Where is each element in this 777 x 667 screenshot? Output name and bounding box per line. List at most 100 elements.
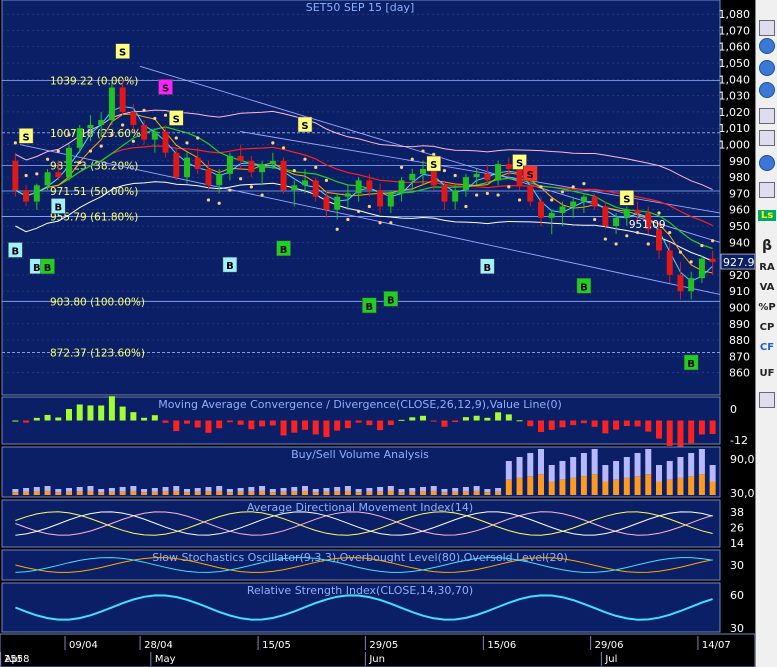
date-label: 28/04 xyxy=(144,640,173,651)
search-icon[interactable] xyxy=(759,155,775,171)
sar-dot xyxy=(678,250,683,254)
price-tick-label: 1,010 xyxy=(719,122,751,135)
crosshair-tool-icon[interactable] xyxy=(759,20,775,36)
sell-mark xyxy=(169,110,184,126)
volume-bar xyxy=(33,487,40,492)
sar-dot xyxy=(335,227,339,231)
sar-dot xyxy=(56,149,60,153)
scroll-up-icon[interactable] xyxy=(759,38,775,54)
price-tick-label: 1,020 xyxy=(719,106,751,119)
va-button[interactable]: VA xyxy=(759,282,775,293)
volume-bar xyxy=(237,488,244,492)
candle-body xyxy=(516,168,523,186)
percent-p-button[interactable]: %P xyxy=(758,302,776,313)
sar-dot xyxy=(13,141,17,145)
volume-bar xyxy=(355,492,362,495)
volume-bar xyxy=(688,476,695,495)
macd-bar xyxy=(44,414,51,421)
candle-body xyxy=(33,185,40,202)
volume-bar xyxy=(237,491,244,495)
volume-bar xyxy=(184,492,190,495)
trend-line xyxy=(19,144,721,295)
candle-body xyxy=(613,217,620,227)
candle-body xyxy=(505,164,512,169)
sell-mark xyxy=(619,190,635,206)
sar-dot xyxy=(442,169,447,173)
volume-bar xyxy=(302,490,308,495)
candle-body xyxy=(216,173,223,186)
macd-bar xyxy=(269,420,276,426)
volume-bar xyxy=(516,477,523,495)
price-tick-label: 890 xyxy=(729,318,750,331)
cp-button[interactable]: CP xyxy=(759,322,775,333)
sar-dot xyxy=(646,242,650,246)
candle-body xyxy=(173,152,180,178)
sar-dot xyxy=(517,198,522,202)
indicator-line xyxy=(15,511,713,536)
volume-bar xyxy=(484,489,491,493)
macd-bar xyxy=(484,417,491,421)
indicator-title: Moving Average Convergence / Divergence(… xyxy=(158,398,562,411)
indicator-line xyxy=(15,594,713,621)
price-tick-label: 920 xyxy=(729,269,750,282)
scroll-down-icon[interactable] xyxy=(759,392,775,408)
indicator-tick-label: 30 xyxy=(730,622,744,635)
price-tick-label: 880 xyxy=(729,334,750,347)
sell-mark-label: S xyxy=(527,170,534,181)
ra-button[interactable]: RA xyxy=(759,262,775,273)
sell-mark xyxy=(297,116,313,133)
sar-dot xyxy=(217,201,221,205)
volume-bar xyxy=(151,491,158,495)
volume-bar xyxy=(430,490,437,495)
zoom-out-icon[interactable] xyxy=(759,82,775,98)
sar-dot xyxy=(314,165,318,169)
candle-body xyxy=(259,164,266,173)
volume-bar xyxy=(248,487,255,492)
volume-bar xyxy=(66,491,72,495)
volume-bar xyxy=(709,465,716,482)
buy-mark xyxy=(40,258,55,275)
volume-bar xyxy=(87,490,94,495)
volume-bar xyxy=(441,489,448,493)
macd-bar xyxy=(33,417,40,421)
candle-body xyxy=(387,193,394,207)
date-label: Apr xyxy=(5,654,23,665)
sar-dot xyxy=(485,191,489,196)
macd-bar xyxy=(98,405,105,421)
indicator-line xyxy=(15,511,713,536)
volume-bar xyxy=(226,489,233,493)
line-tool-icon[interactable] xyxy=(759,130,775,146)
sar-dot xyxy=(367,204,371,209)
price-panel[interactable]: 1,080 1,070 1,060 1,050 1,040 1,030 1,020 1,010… xyxy=(1,0,755,396)
volume-bar xyxy=(580,453,587,477)
macd-bar xyxy=(634,420,641,427)
macd-bar xyxy=(602,420,609,434)
beta-button[interactable]: β xyxy=(761,238,773,254)
ls-button[interactable]: Ls xyxy=(758,210,776,221)
volume-bar xyxy=(194,488,201,492)
volume-bar xyxy=(688,453,695,477)
cf-button[interactable]: CF xyxy=(759,342,775,353)
buy-mark-label: B xyxy=(226,261,234,272)
right-toolbar: Ls β RA VA %P CP CF UF xyxy=(755,0,777,667)
candle-body xyxy=(538,201,544,218)
sell-mark-label: S xyxy=(162,83,169,94)
layout-icon[interactable] xyxy=(759,182,775,198)
volume-bar xyxy=(269,489,276,493)
volume-bar xyxy=(141,489,148,493)
candle-body xyxy=(452,190,459,202)
price-tick-label: 1,040 xyxy=(719,73,751,86)
candle-body xyxy=(398,180,405,194)
last-price-box xyxy=(720,253,755,270)
draw-tool-icon[interactable] xyxy=(759,108,775,124)
zoom-in-icon[interactable] xyxy=(759,60,775,76)
uf-button[interactable]: UF xyxy=(759,368,775,379)
date-label: 2558 xyxy=(4,654,29,665)
macd-bar xyxy=(505,414,512,421)
macd-bar xyxy=(409,417,416,421)
volume-bar xyxy=(420,491,426,495)
macd-bar xyxy=(141,417,148,421)
volume-bar xyxy=(505,479,512,495)
macd-bar xyxy=(237,420,244,425)
